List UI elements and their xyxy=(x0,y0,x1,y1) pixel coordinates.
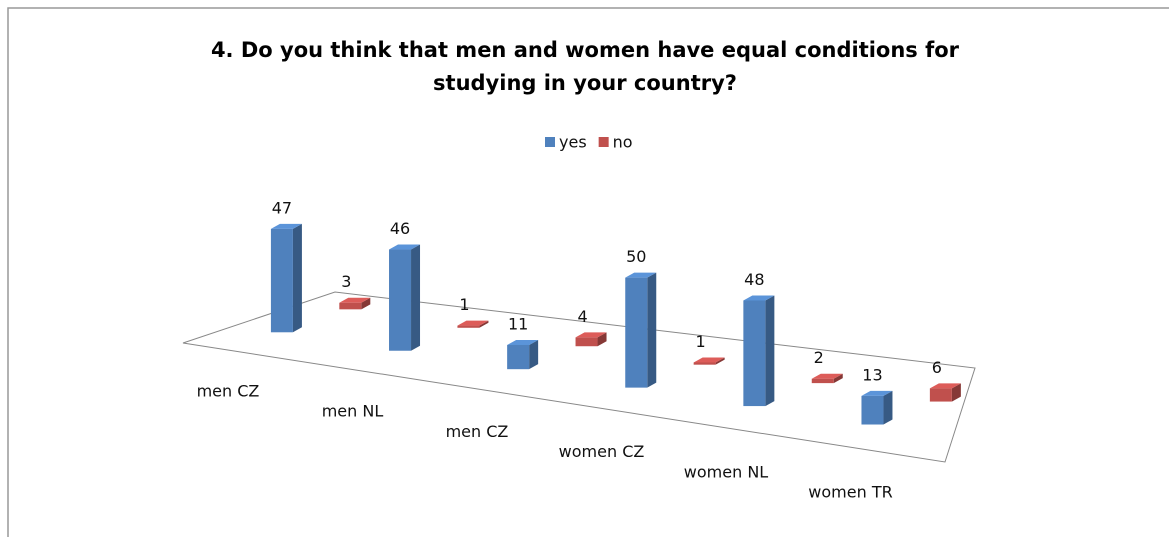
bar-side xyxy=(765,295,775,407)
bar xyxy=(811,378,834,384)
data-label: 46 xyxy=(390,219,410,238)
data-label: 48 xyxy=(744,270,764,289)
bar xyxy=(339,302,362,310)
bar xyxy=(743,300,766,407)
bar xyxy=(389,249,412,351)
bar-top xyxy=(270,223,302,229)
bar-side xyxy=(715,357,725,365)
bar xyxy=(575,337,598,347)
legend-label: yes xyxy=(559,133,587,152)
data-label: 3 xyxy=(341,272,351,291)
bar-top xyxy=(575,332,607,338)
data-label: 4 xyxy=(577,307,587,326)
bar xyxy=(457,325,480,328)
data-label: 11 xyxy=(508,314,528,333)
bar-top xyxy=(693,357,725,363)
bar-top xyxy=(743,295,775,301)
x-tick-label: women NL xyxy=(684,462,769,481)
x-tick-label: men CZ xyxy=(197,382,260,401)
bar-side xyxy=(883,390,893,425)
bar-top xyxy=(929,383,961,389)
legend-swatch xyxy=(598,137,609,147)
legend-label: no xyxy=(613,133,633,152)
bar-side xyxy=(951,383,961,402)
frame xyxy=(7,7,1169,537)
bar-side xyxy=(833,373,843,384)
data-label: 50 xyxy=(626,247,646,266)
data-label: 1 xyxy=(696,332,706,351)
bar xyxy=(693,362,716,365)
bar xyxy=(270,228,293,333)
data-label: 6 xyxy=(932,358,942,377)
x-tick-label: men CZ xyxy=(446,422,509,441)
data-label: 47 xyxy=(272,198,292,217)
bar-side xyxy=(647,272,657,388)
bar-top xyxy=(339,297,371,303)
bar-top xyxy=(811,373,843,379)
bar-side xyxy=(529,339,539,370)
bar-side xyxy=(479,320,489,328)
chart-title: 4. Do you think that men and women have … xyxy=(210,38,960,95)
bar xyxy=(861,395,884,425)
x-tick-label: women CZ xyxy=(559,442,645,461)
bar-top xyxy=(861,390,893,396)
data-label: 2 xyxy=(814,348,824,367)
data-label: 13 xyxy=(862,365,882,384)
x-tick-label: men NL xyxy=(322,402,384,421)
bar xyxy=(929,388,952,402)
bar-top xyxy=(389,244,421,250)
bar-side xyxy=(361,297,371,310)
data-label: 1 xyxy=(459,295,469,314)
legend-swatch xyxy=(545,137,555,147)
bar xyxy=(507,344,530,370)
bar xyxy=(625,277,648,388)
bar-side xyxy=(597,332,607,347)
bar-side xyxy=(292,223,302,333)
x-tick-label: women TR xyxy=(808,483,892,502)
bar-side xyxy=(411,244,421,351)
bar-top xyxy=(625,272,657,278)
bar-top xyxy=(507,339,539,345)
bar-top xyxy=(457,320,489,326)
